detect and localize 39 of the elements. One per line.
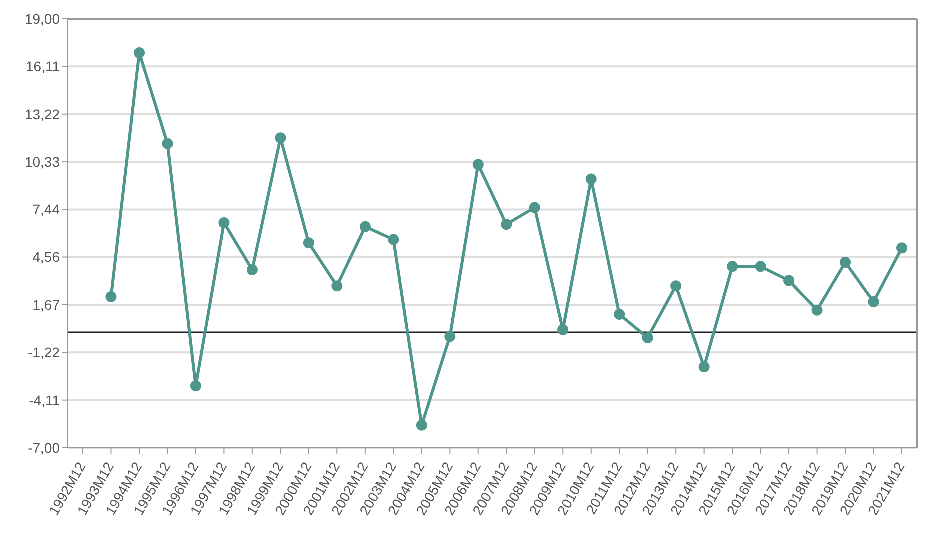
point [472, 159, 484, 170]
point [162, 138, 174, 150]
y-tick-label: -1,22 [28, 344, 60, 361]
point [614, 309, 626, 320]
point [501, 219, 512, 230]
point [812, 304, 823, 316]
point [698, 361, 710, 372]
point [868, 296, 880, 308]
y-tick-label: 4,56 [32, 249, 60, 266]
point [755, 261, 766, 272]
point [190, 380, 202, 392]
point [332, 280, 343, 292]
point [134, 47, 145, 58]
point [727, 261, 738, 272]
point [275, 132, 286, 144]
point [106, 291, 117, 302]
point [558, 324, 569, 336]
point [218, 217, 230, 228]
point [896, 242, 908, 254]
point [444, 331, 456, 342]
y-tick-label: 1,67 [32, 296, 60, 313]
point [303, 238, 314, 249]
point [586, 174, 597, 185]
y-tick-label: 7,44 [32, 202, 60, 218]
point [840, 257, 852, 268]
point [246, 264, 258, 276]
y-tick-label: -4,11 [29, 392, 60, 408]
y-tick-label: 10,33 [24, 154, 60, 170]
y-tick-label: -7,00 [28, 440, 60, 456]
y-tick-label: 16,11 [26, 58, 60, 75]
point [529, 202, 540, 214]
point [416, 420, 428, 431]
point [642, 332, 654, 344]
point [670, 280, 682, 292]
point [360, 221, 371, 232]
point [784, 275, 795, 286]
y-tick-label: 19,00 [24, 10, 60, 27]
y-tick-label: 13,22 [24, 106, 60, 122]
point [388, 234, 400, 246]
